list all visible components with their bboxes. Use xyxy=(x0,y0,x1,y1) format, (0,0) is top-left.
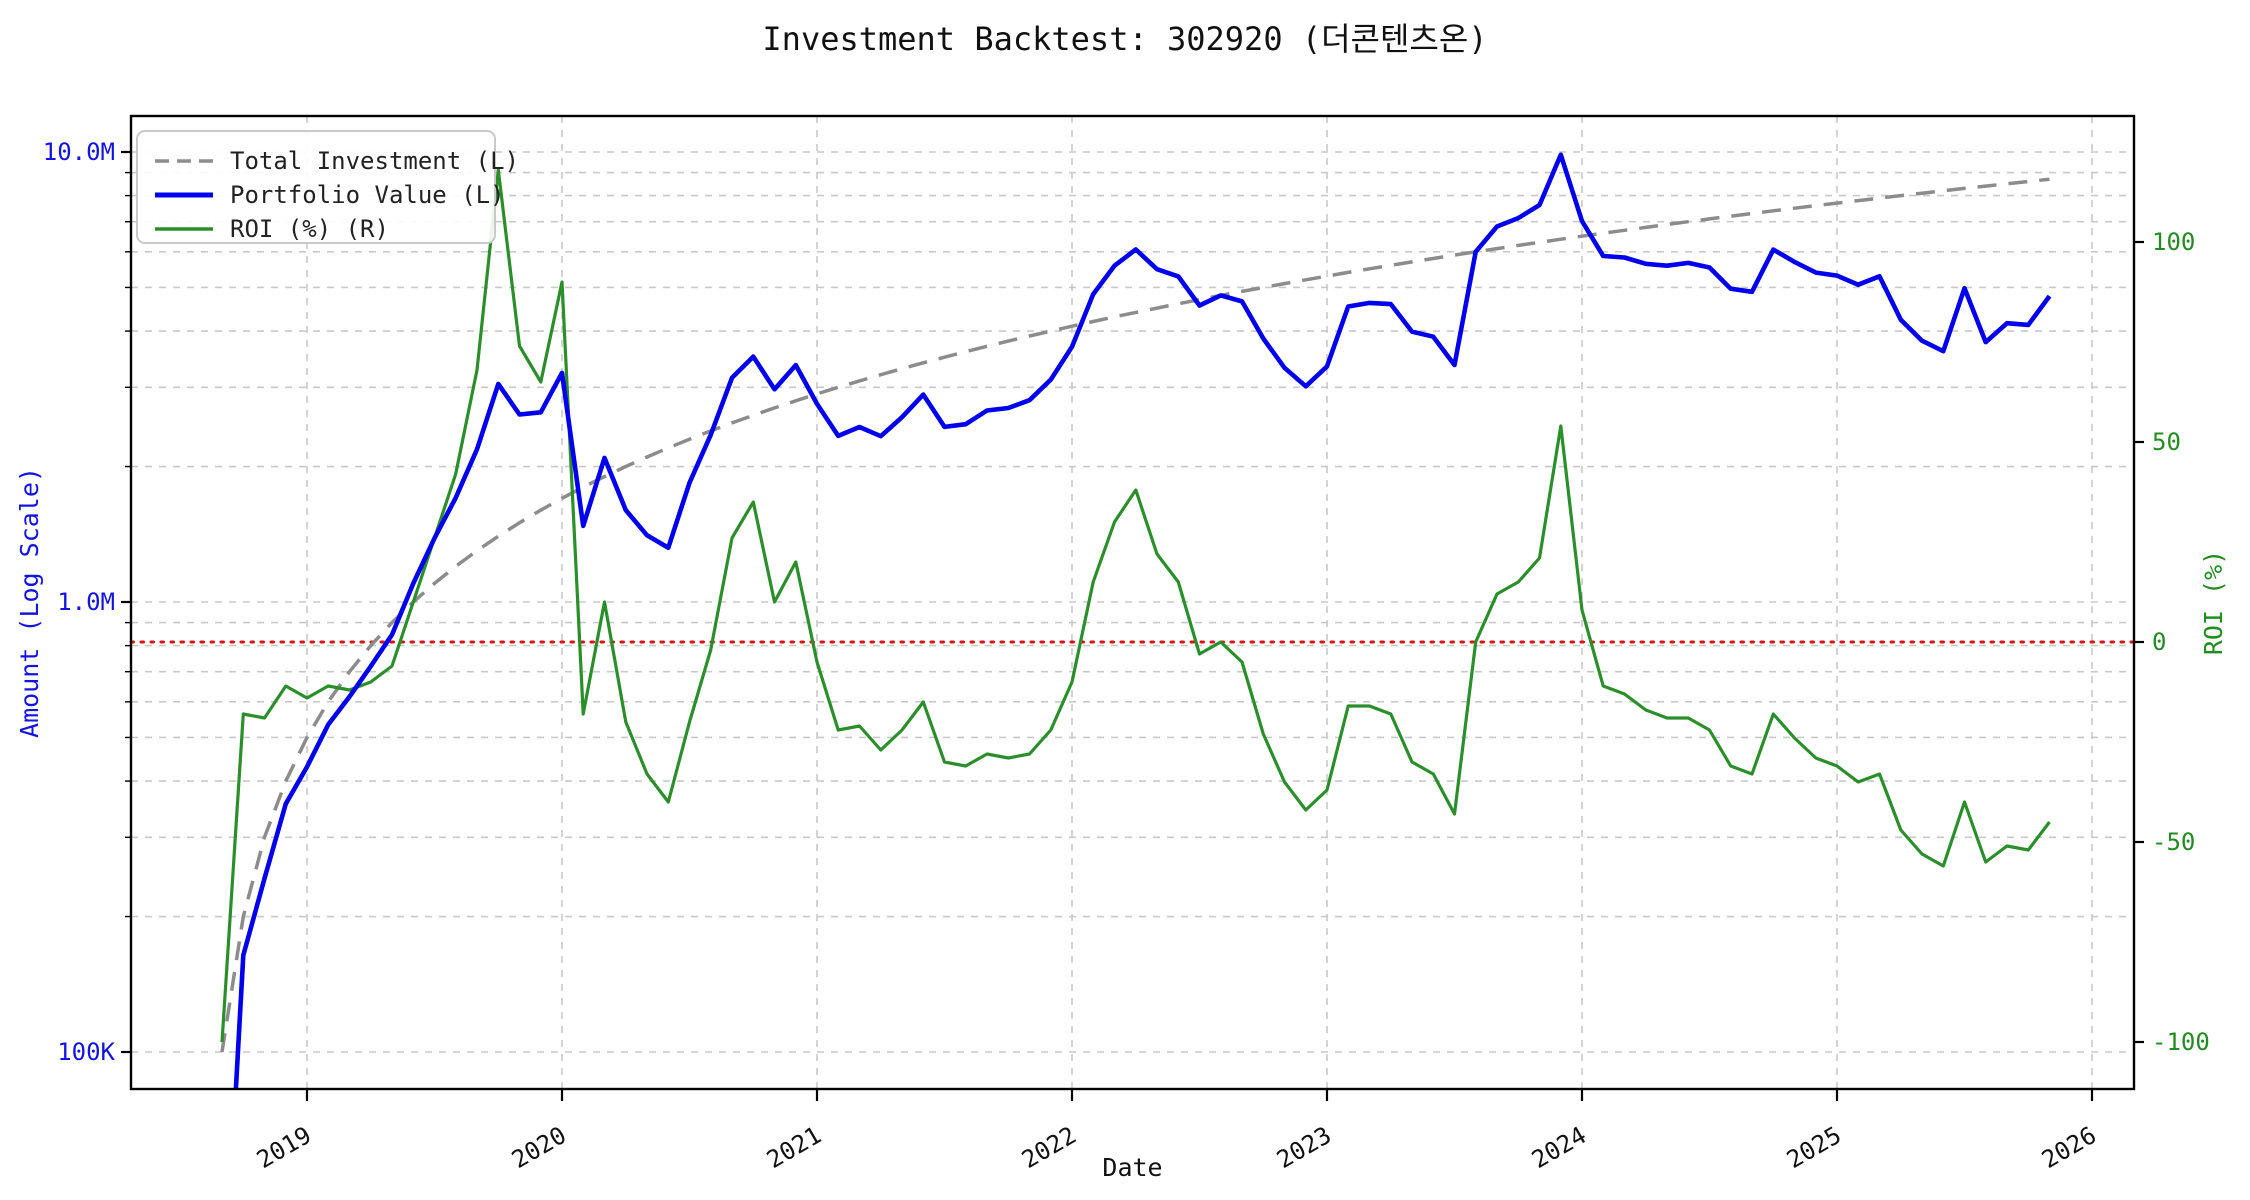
x-tick-label: 2023 xyxy=(1272,1121,1336,1174)
right-tick-label: 50 xyxy=(2152,428,2181,456)
left-axis: 100K 1.0M 10.0M Amount (Log Scale) xyxy=(15,138,131,1066)
x-tick-label: 2022 xyxy=(1017,1121,1081,1174)
page-title: Investment Backtest: 302920 (더콘텐츠온) xyxy=(762,20,1488,58)
left-tick-label: 100K xyxy=(57,1038,115,1066)
right-tick-label: 0 xyxy=(2152,628,2166,656)
x-tick-label: 2021 xyxy=(762,1121,826,1174)
right-axis-title: ROI (%) xyxy=(2199,550,2228,655)
legend-box xyxy=(136,130,496,244)
x-tick-label: 2026 xyxy=(2037,1121,2101,1174)
legend-label: ROI (%) (R) xyxy=(230,215,389,243)
right-axis: 100 50 0 -50 -100 ROI (%) xyxy=(2134,228,2228,1056)
right-tick-label: -100 xyxy=(2152,1028,2210,1056)
x-tick-label: 2024 xyxy=(1527,1121,1591,1174)
left-tick-label: 1.0M xyxy=(57,588,115,616)
x-axis-title: Date xyxy=(1102,1153,1162,1182)
series-lines xyxy=(220,152,2052,1089)
left-tick-label: 10.0M xyxy=(43,138,115,166)
x-tick-label: 2019 xyxy=(252,1121,316,1174)
x-tick-label: 2025 xyxy=(1782,1121,1846,1174)
right-tick-label: 100 xyxy=(2152,228,2195,256)
total-investment-line xyxy=(220,177,2050,1053)
roi-line xyxy=(220,168,2051,1043)
portfolio-value-line xyxy=(233,152,2052,1089)
right-tick-label: -50 xyxy=(2152,828,2195,856)
legend-label: Portfolio Value (L) xyxy=(230,181,505,209)
legend-label: Total Investment (L) xyxy=(230,147,519,175)
legend: Total Investment (L) Portfolio Value (L) R… xyxy=(136,130,519,244)
left-axis-title: Amount (Log Scale) xyxy=(15,467,44,738)
grid xyxy=(131,116,2134,1089)
x-axis: 2019 2020 2021 2022 2023 2024 2025 2026 Date xyxy=(252,1089,2101,1182)
x-tick-label: 2020 xyxy=(507,1121,571,1174)
